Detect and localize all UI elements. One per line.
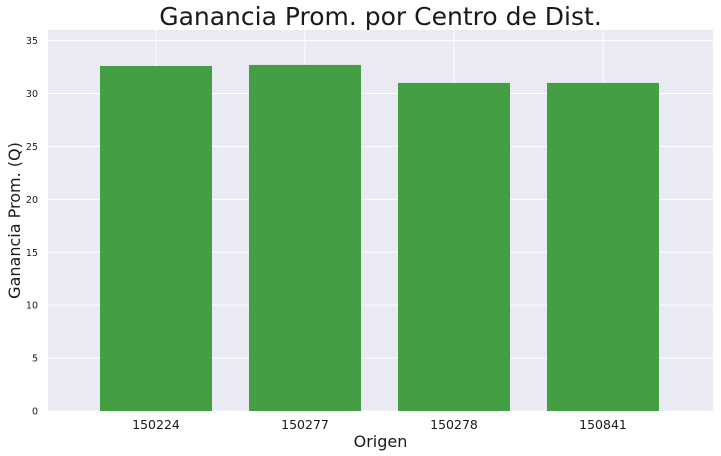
x-axis-ticks: 150224 150277 150278 150841 xyxy=(132,417,627,432)
y-tick-label: 30 xyxy=(26,89,38,100)
bar xyxy=(398,82,510,412)
y-tick-label: 10 xyxy=(26,301,38,312)
x-tick-label: 150278 xyxy=(430,417,478,432)
chart-title: Ganancia Prom. por Centro de Dist. xyxy=(159,2,602,31)
y-tick-label: 25 xyxy=(26,142,38,153)
x-tick-label: 150224 xyxy=(132,417,180,432)
y-axis-label: Ganancia Prom. (Q) xyxy=(5,142,24,299)
y-tick-label: 5 xyxy=(32,354,38,365)
x-tick-label: 150277 xyxy=(281,417,329,432)
bar xyxy=(249,64,361,412)
y-tick-label: 15 xyxy=(26,248,38,259)
y-tick-label: 0 xyxy=(32,407,38,418)
bar xyxy=(547,82,659,412)
y-tick-label: 20 xyxy=(26,195,38,206)
y-tick-label: 35 xyxy=(26,36,38,47)
bars xyxy=(100,64,659,412)
bar xyxy=(100,65,212,411)
x-axis-label: Origen xyxy=(354,432,408,451)
x-tick-label: 150841 xyxy=(579,417,627,432)
y-axis-ticks: 0 5 10 15 20 25 30 35 xyxy=(26,36,38,417)
